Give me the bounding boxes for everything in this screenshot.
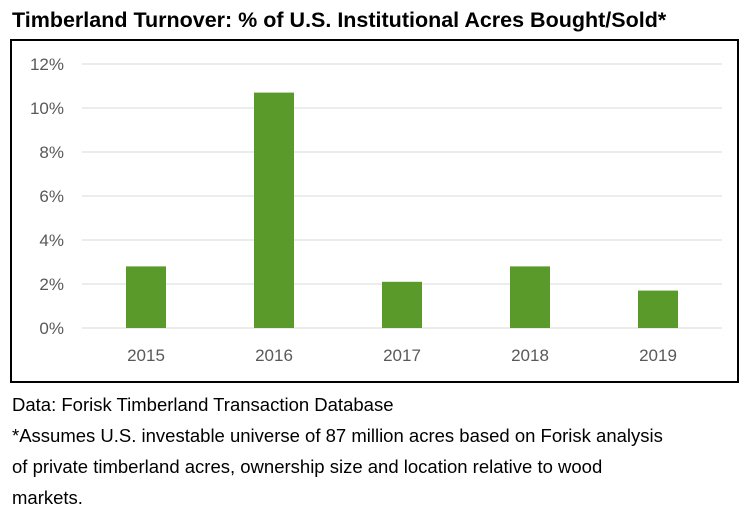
bar-2015: [126, 266, 166, 328]
notes: Data: Forisk Timberland Transaction Data…: [12, 389, 742, 513]
chart-title: Timberland Turnover: % of U.S. Instituti…: [12, 8, 667, 32]
footnote-line-2: of private timberland acres, ownership s…: [12, 456, 603, 477]
y-tick-label: 2%: [39, 275, 64, 294]
bar-2019: [638, 290, 678, 328]
x-tick-label: 2019: [639, 346, 677, 365]
y-tick-label: 4%: [39, 231, 64, 250]
y-tick-label: 12%: [30, 55, 64, 74]
bar-2018: [510, 266, 550, 328]
bar-2017: [382, 281, 422, 328]
bar-2016: [254, 92, 294, 328]
x-tick-label: 2015: [127, 346, 165, 365]
footnote-line-1: *Assumes U.S. investable universe of 87 …: [12, 425, 663, 446]
source-note: Data: Forisk Timberland Transaction Data…: [12, 394, 394, 415]
chart-frame: 0% 2% 4% 6% 8% 10% 12% 2015 2016 2017 2018 2019: [10, 39, 739, 383]
x-tick-label: 2016: [255, 346, 293, 365]
y-tick-label: 10%: [30, 99, 64, 118]
y-tick-label: 0%: [39, 319, 64, 338]
x-tick-label: 2017: [383, 346, 421, 365]
footnote-line-3: markets.: [12, 487, 83, 508]
y-tick-label: 8%: [39, 143, 64, 162]
bar-chart: 0% 2% 4% 6% 8% 10% 12% 2015 2016 2017 2018 2019: [30, 55, 722, 365]
x-tick-label: 2018: [511, 346, 549, 365]
y-tick-label: 6%: [39, 187, 64, 206]
